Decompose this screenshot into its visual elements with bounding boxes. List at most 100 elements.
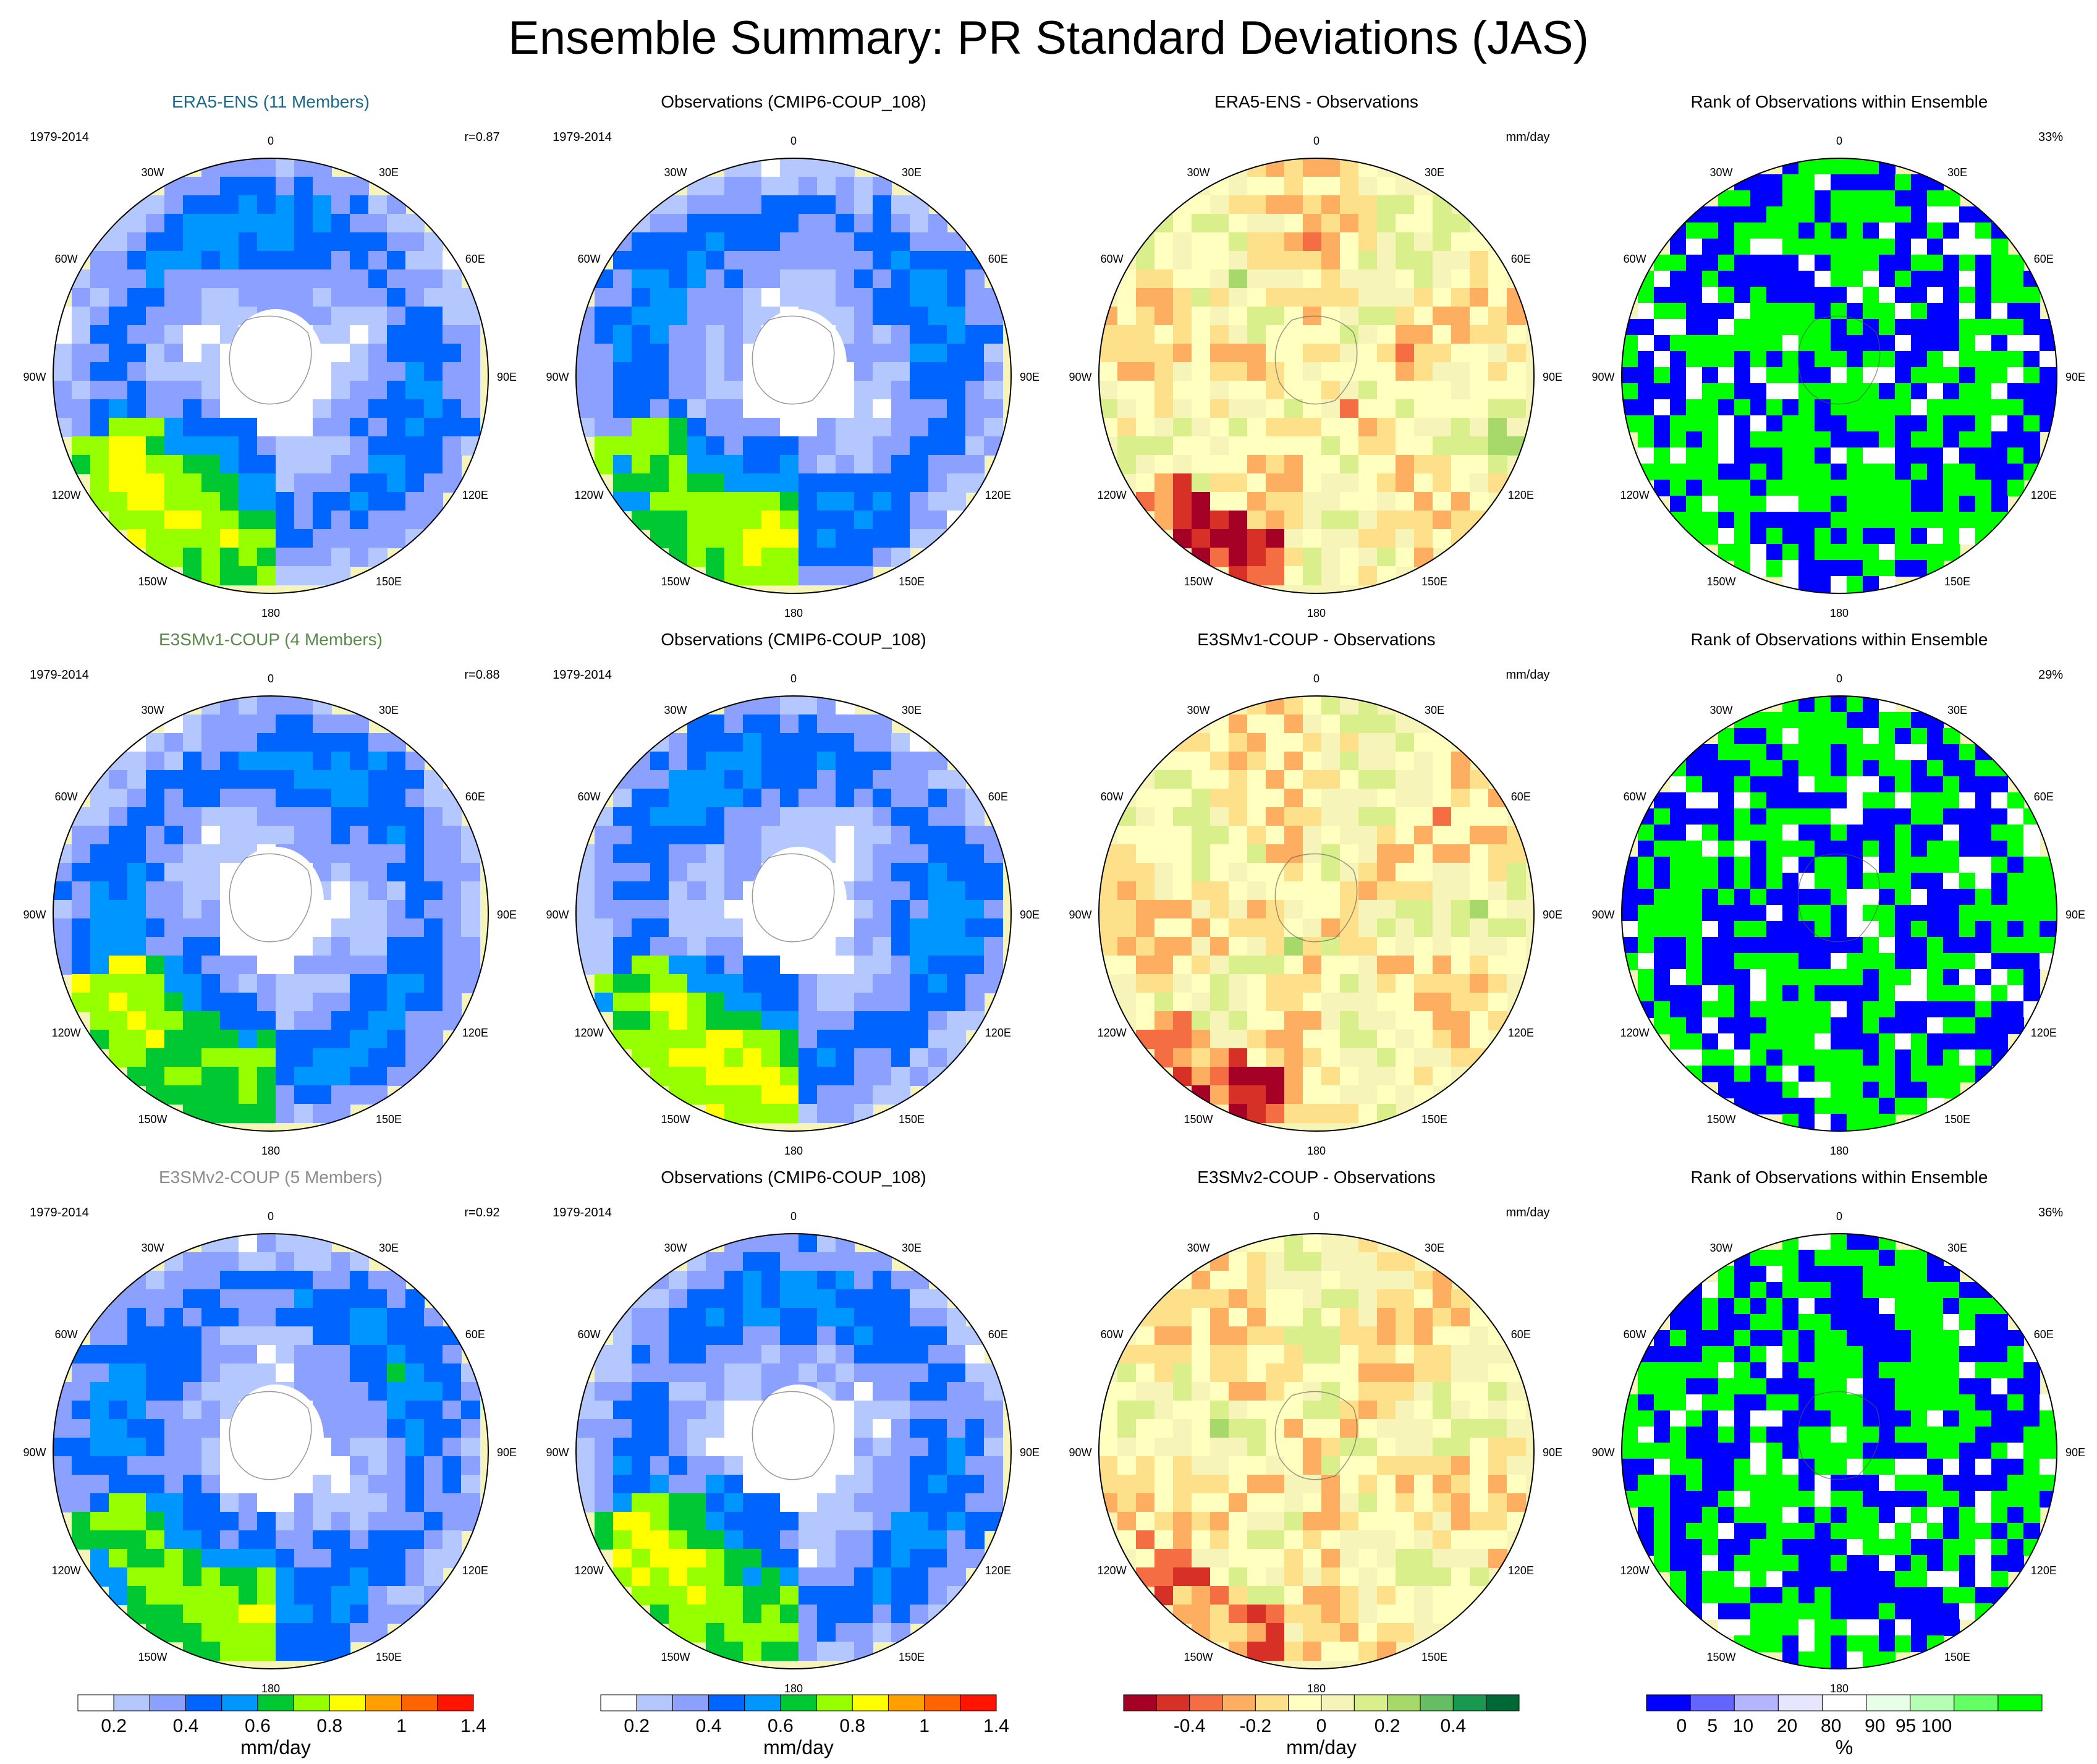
colorbar: 0.2 0.4 0.6 0.8 1 1.4 mm/day [77, 1694, 486, 1758]
longitude-label: 180 [1307, 1682, 1326, 1695]
map-border [1621, 695, 2057, 1132]
longitude-label: 90E [1020, 909, 1040, 921]
longitude-label: 90W [1591, 371, 1614, 383]
colorbar-swatch [600, 1694, 637, 1711]
longitude-label: 150E [1421, 1113, 1447, 1126]
coastline [1797, 853, 1881, 943]
coastline [752, 853, 835, 943]
panel-stat-label: 33% [2038, 130, 2063, 144]
colorbar-swatch [744, 1694, 781, 1711]
longitude-label: 180 [784, 607, 803, 619]
coastline [1274, 853, 1358, 943]
longitude-label: 90E [1543, 909, 1562, 921]
coastline [1274, 1391, 1358, 1480]
longitude-label: 180 [261, 1145, 280, 1157]
longitude-label: 150E [899, 1113, 925, 1126]
longitude-label: 120W [1098, 489, 1127, 501]
longitude-label: 60E [988, 253, 1008, 265]
longitude-label: 120E [985, 1564, 1011, 1577]
longitude-label: 60W [1624, 1328, 1646, 1341]
longitude-label: 90W [1069, 371, 1091, 383]
longitude-label: 180 [261, 1682, 280, 1695]
panel-stat-label: r=0.92 [464, 1206, 499, 1219]
longitude-label: 30E [1425, 1242, 1444, 1254]
longitude-label: 0 [1836, 672, 1842, 685]
map-border [575, 695, 1012, 1132]
colorbar-swatch [1734, 1694, 1779, 1711]
longitude-label: 60E [465, 791, 485, 803]
longitude-label: 30E [379, 704, 399, 716]
longitude-label: 180 [784, 1145, 803, 1157]
longitude-label: 150W [1184, 1651, 1213, 1663]
longitude-label: 90W [23, 371, 46, 383]
map-panel: 0 30E 60E 90E 120E 150E 180 150W 120W 90W 60W 30W Ra… [1591, 630, 2085, 1157]
colorbar-tick-label: 95 [1896, 1716, 1916, 1736]
colorbar-tick-label: 0 [1677, 1716, 1687, 1736]
map-field [1099, 1234, 1534, 1669]
longitude-label: 150W [1706, 1651, 1735, 1663]
longitude-label: 150W [1706, 1113, 1735, 1126]
panel-title: ERA5-ENS (11 Members) [172, 92, 370, 111]
longitude-label: 30W [1709, 704, 1732, 716]
longitude-label: 60W [1101, 253, 1124, 265]
colorbar-swatch [77, 1694, 114, 1711]
longitude-label: 150E [376, 1113, 402, 1126]
map-panel: 0 30E 60E 90E 120E 150E 180 150W 120W 90W 60W 30W Ob… [546, 1168, 1040, 1695]
longitude-label: 30W [141, 1242, 164, 1254]
longitude-label: 120W [52, 489, 81, 501]
colorbar-swatch [888, 1694, 925, 1711]
colorbar-swatch [1866, 1694, 1911, 1711]
longitude-label: 180 [1830, 607, 1849, 619]
colorbar-tick-label: 10 [1733, 1716, 1753, 1736]
longitude-label: 30E [1947, 1242, 1967, 1254]
longitude-label: 120W [575, 489, 604, 501]
colorbar-swatch [1954, 1694, 1999, 1711]
colorbar-tick-label: 5 [1707, 1716, 1718, 1736]
longitude-label: 120E [2031, 1564, 2057, 1577]
longitude-label: 150E [1421, 1651, 1447, 1663]
panel-title: E3SMv1-COUP (4 Members) [159, 630, 383, 649]
longitude-label: 60W [1624, 791, 1646, 803]
longitude-label: 150E [376, 575, 402, 588]
colorbar-swatch [1777, 1694, 1823, 1711]
coastline [229, 853, 312, 943]
colorbar-tick-label: 1.4 [460, 1716, 486, 1736]
longitude-label: 180 [1307, 607, 1326, 619]
colorbar-swatch [329, 1694, 366, 1711]
coastline [1797, 315, 1881, 405]
longitude-label: 180 [261, 607, 280, 619]
longitude-label: 0 [1313, 1210, 1320, 1223]
longitude-label: 60E [465, 253, 485, 265]
longitude-label: 90W [1069, 909, 1091, 921]
colorbar-swatch [1321, 1694, 1355, 1711]
coastline [1274, 315, 1358, 405]
longitude-label: 30E [1947, 166, 1967, 179]
colorbar-swatch [1690, 1694, 1735, 1711]
colorbar-swatch [401, 1694, 438, 1711]
longitude-label: 60W [55, 1328, 78, 1341]
colorbar-tick-label: -0.4 [1174, 1716, 1206, 1736]
map-panel: 0 30E 60E 90E 120E 150E 180 150W 120W 90W 60W 30W Ob… [546, 92, 1040, 619]
longitude-label: 120W [1620, 489, 1650, 501]
longitude-label: 60W [578, 791, 601, 803]
colorbar-unit-label: mm/day [1286, 1736, 1357, 1758]
map-field [53, 1234, 488, 1669]
colorbar-tick-label: 0.4 [1440, 1716, 1466, 1736]
panel-title: E3SMv1-COUP - Observations [1197, 630, 1435, 649]
longitude-label: 90E [2065, 1446, 2085, 1459]
longitude-label: 0 [1836, 1210, 1842, 1223]
colorbar: -0.4 -0.2 0 0.2 0.4 mm/day [1123, 1694, 1520, 1758]
colorbar-tick-label: 0.2 [624, 1716, 650, 1736]
longitude-label: 90W [546, 909, 569, 921]
colorbar-unit-label: % [1836, 1736, 1853, 1758]
longitude-label: 30W [1187, 1242, 1209, 1254]
coastline [752, 315, 835, 405]
longitude-label: 30W [1709, 1242, 1732, 1254]
map-field [1099, 158, 1534, 593]
map-field [1622, 1234, 2057, 1669]
colorbar-swatch [816, 1694, 853, 1711]
colorbar-swatch [672, 1694, 710, 1711]
longitude-label: 30E [902, 704, 921, 716]
colorbar-swatch [780, 1694, 817, 1711]
panel-stat-label: mm/day [1506, 130, 1549, 144]
